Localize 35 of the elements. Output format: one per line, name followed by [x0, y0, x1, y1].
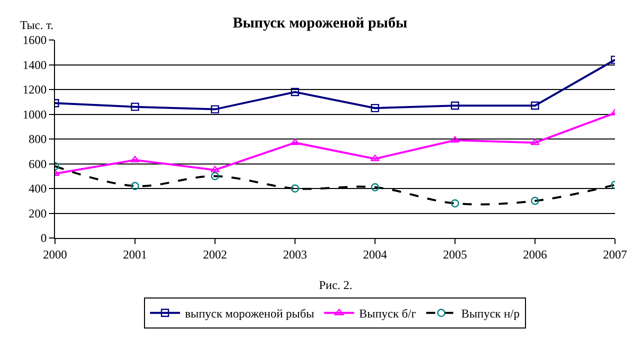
x-tick-label: 2005 [443, 247, 467, 262]
y-axis-title: Тыс. т. [20, 18, 54, 32]
x-tick-label: 2001 [123, 247, 147, 262]
point [290, 138, 300, 146]
point [530, 101, 540, 110]
point [210, 166, 220, 172]
legend-label: Выпуск н/р [461, 306, 520, 321]
y-tick-label: 600 [28, 156, 47, 171]
x-tick-label: 2007 [603, 247, 627, 262]
point [450, 136, 460, 143]
x-tick-label: 2000 [43, 247, 67, 262]
legend-label: Выпуск б/г [359, 306, 416, 321]
point [210, 105, 220, 114]
text: Рис. 2. [319, 278, 352, 292]
y-tick-label: 1400 [22, 58, 47, 72]
x-tick-label: 2006 [523, 247, 547, 262]
point [450, 101, 460, 110]
y-tick-label: 0 [40, 231, 47, 246]
x-tick-label: 2004 [363, 247, 387, 262]
y-tick-label: 200 [28, 206, 47, 220]
y-tick-label: 1600 [22, 33, 47, 48]
point [290, 88, 300, 96]
y-tick-label: 800 [28, 132, 47, 146]
y-tick-label: 1000 [22, 107, 47, 122]
x-tick-label: 2002 [203, 247, 227, 262]
y-tick-label: 400 [28, 182, 47, 196]
y-tick-label: 1200 [22, 82, 47, 97]
point [130, 156, 140, 162]
x-tick-label: 2003 [283, 247, 307, 262]
point [370, 104, 380, 112]
point [530, 138, 540, 146]
legend-label: выпуск мороженой рыбы [185, 306, 314, 321]
chart-title: Выпуск мороженой рыбы [232, 16, 408, 32]
point [370, 154, 380, 162]
point [130, 102, 140, 111]
